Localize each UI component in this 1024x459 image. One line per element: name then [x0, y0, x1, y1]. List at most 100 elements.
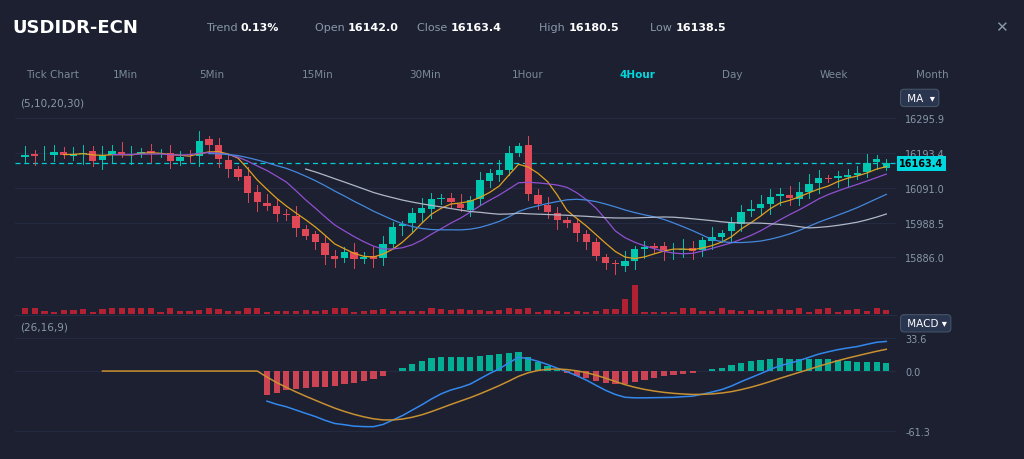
- Bar: [138, 308, 144, 314]
- Text: 5Min: 5Min: [200, 70, 225, 79]
- Bar: [109, 152, 116, 156]
- Bar: [283, 214, 290, 216]
- Bar: [689, 308, 696, 314]
- Text: Open: Open: [315, 22, 348, 33]
- Text: 30Min: 30Min: [410, 70, 441, 79]
- Text: 16142.0: 16142.0: [348, 22, 399, 33]
- Bar: [641, 371, 647, 380]
- Bar: [312, 371, 318, 387]
- Bar: [409, 213, 416, 224]
- Bar: [883, 364, 890, 371]
- Bar: [351, 312, 357, 314]
- Text: USDIDR-ECN: USDIDR-ECN: [12, 18, 138, 37]
- Bar: [535, 312, 541, 314]
- Bar: [515, 146, 522, 154]
- Bar: [525, 309, 531, 314]
- Bar: [447, 357, 454, 371]
- Bar: [873, 308, 880, 314]
- Bar: [564, 371, 570, 373]
- Bar: [71, 310, 77, 314]
- Bar: [419, 312, 425, 314]
- Text: Tick Chart: Tick Chart: [26, 70, 79, 79]
- Text: 16163.4: 16163.4: [899, 159, 943, 169]
- Bar: [758, 312, 764, 314]
- Bar: [350, 252, 357, 259]
- Bar: [263, 204, 270, 207]
- Bar: [524, 146, 531, 195]
- Bar: [796, 192, 803, 200]
- Bar: [602, 371, 609, 383]
- Text: (26,16,9): (26,16,9): [19, 322, 68, 332]
- Bar: [505, 153, 513, 170]
- Bar: [51, 312, 57, 314]
- Bar: [679, 249, 687, 251]
- Bar: [273, 207, 281, 214]
- Bar: [409, 364, 416, 371]
- Bar: [60, 153, 68, 156]
- Bar: [611, 263, 620, 264]
- Bar: [573, 371, 580, 376]
- Bar: [206, 308, 212, 314]
- Bar: [60, 310, 67, 314]
- Bar: [467, 310, 473, 314]
- Bar: [293, 312, 299, 314]
- Bar: [767, 197, 774, 205]
- Bar: [437, 198, 444, 200]
- Bar: [854, 310, 860, 314]
- Bar: [322, 310, 328, 314]
- Bar: [351, 371, 357, 383]
- Text: Month: Month: [916, 70, 949, 79]
- Bar: [545, 310, 551, 314]
- Bar: [486, 311, 493, 314]
- Bar: [147, 308, 154, 314]
- Bar: [641, 312, 647, 314]
- Bar: [119, 308, 125, 314]
- Bar: [525, 357, 531, 371]
- Bar: [573, 224, 581, 234]
- Bar: [564, 312, 570, 314]
- Text: Close: Close: [417, 22, 451, 33]
- Bar: [728, 310, 734, 314]
- Bar: [22, 156, 29, 157]
- Bar: [680, 308, 686, 314]
- Bar: [50, 152, 57, 156]
- Bar: [854, 173, 861, 176]
- Bar: [738, 311, 744, 314]
- Text: 1Min: 1Min: [113, 70, 138, 79]
- Bar: [215, 146, 222, 160]
- Bar: [147, 152, 155, 153]
- Bar: [622, 262, 629, 266]
- Bar: [873, 362, 880, 371]
- Bar: [234, 169, 242, 178]
- Bar: [612, 309, 618, 314]
- Bar: [515, 309, 521, 314]
- Bar: [225, 311, 231, 314]
- Bar: [389, 228, 396, 244]
- Bar: [776, 194, 783, 196]
- Bar: [98, 155, 106, 161]
- Bar: [593, 371, 599, 381]
- Bar: [89, 151, 96, 162]
- Text: MACD ▾: MACD ▾: [904, 319, 947, 329]
- Bar: [554, 311, 560, 314]
- Bar: [418, 209, 426, 214]
- Bar: [709, 312, 716, 314]
- Bar: [485, 174, 494, 182]
- Bar: [602, 257, 609, 263]
- Text: 16180.5: 16180.5: [568, 22, 618, 33]
- Bar: [302, 310, 309, 314]
- Bar: [777, 309, 783, 314]
- Bar: [544, 206, 551, 213]
- Bar: [341, 371, 347, 385]
- Bar: [805, 184, 813, 193]
- Bar: [447, 198, 455, 203]
- Bar: [409, 311, 416, 314]
- Bar: [341, 252, 348, 258]
- Bar: [302, 371, 309, 388]
- Bar: [671, 371, 677, 375]
- Bar: [137, 152, 144, 155]
- Text: 4Hour: 4Hour: [620, 70, 655, 79]
- Text: ✕: ✕: [995, 20, 1008, 35]
- Bar: [786, 359, 793, 371]
- Bar: [632, 285, 638, 314]
